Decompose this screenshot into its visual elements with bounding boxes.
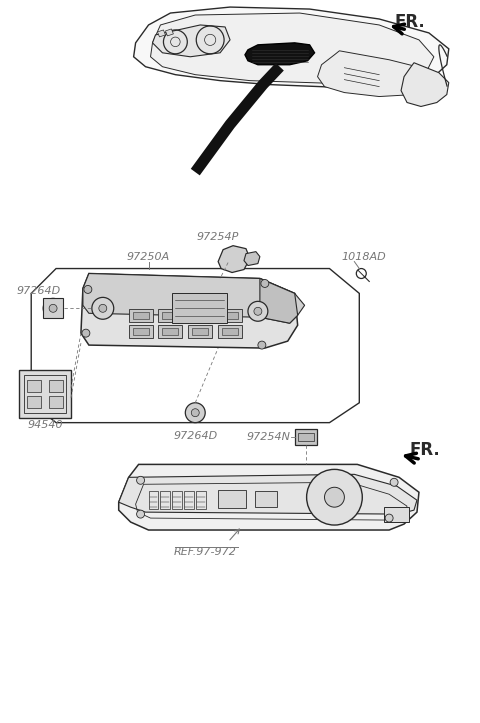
Bar <box>24 375 66 413</box>
Polygon shape <box>318 51 444 97</box>
Circle shape <box>92 297 114 320</box>
Circle shape <box>390 479 398 487</box>
Polygon shape <box>401 63 449 106</box>
Bar <box>27 380 41 392</box>
Polygon shape <box>81 273 298 348</box>
Bar <box>298 432 313 440</box>
Text: FR.: FR. <box>394 13 425 31</box>
Polygon shape <box>83 273 305 323</box>
Circle shape <box>385 514 393 522</box>
Bar <box>218 309 242 322</box>
Bar <box>162 312 179 320</box>
Bar <box>27 395 41 408</box>
Text: 97250A: 97250A <box>127 252 170 262</box>
Polygon shape <box>245 43 314 65</box>
Bar <box>162 328 179 335</box>
Bar <box>192 328 208 335</box>
Polygon shape <box>151 13 434 85</box>
Polygon shape <box>153 25 230 57</box>
Polygon shape <box>260 278 298 323</box>
Polygon shape <box>166 29 173 36</box>
Bar <box>222 312 238 320</box>
Bar <box>49 380 63 392</box>
Polygon shape <box>157 30 166 37</box>
Bar <box>192 312 208 320</box>
Bar <box>184 491 194 509</box>
Text: 97264D: 97264D <box>173 431 217 440</box>
Polygon shape <box>244 252 260 265</box>
Bar <box>158 325 182 338</box>
Polygon shape <box>133 7 449 89</box>
Circle shape <box>137 510 144 518</box>
Text: REF.97-972: REF.97-972 <box>174 547 237 557</box>
Bar <box>172 294 227 323</box>
Bar <box>295 429 316 445</box>
Bar <box>129 309 153 322</box>
Bar <box>218 490 246 508</box>
Bar <box>196 491 206 509</box>
Circle shape <box>324 487 344 507</box>
Bar <box>49 395 63 408</box>
Circle shape <box>99 304 107 312</box>
Circle shape <box>49 304 57 312</box>
Circle shape <box>258 341 266 349</box>
Bar <box>188 309 212 322</box>
Bar <box>188 325 212 338</box>
Bar <box>132 312 148 320</box>
Bar <box>222 328 238 335</box>
Circle shape <box>185 403 205 423</box>
Bar <box>172 491 182 509</box>
Circle shape <box>261 280 269 288</box>
Circle shape <box>248 301 268 321</box>
Circle shape <box>137 476 144 484</box>
Polygon shape <box>218 246 250 273</box>
Bar <box>158 309 182 322</box>
Bar <box>255 491 277 507</box>
Text: 1018AD: 1018AD <box>341 252 386 262</box>
Bar <box>218 325 242 338</box>
Bar <box>132 328 148 335</box>
Bar <box>19 370 71 418</box>
Bar <box>148 491 158 509</box>
Circle shape <box>82 329 90 337</box>
Bar <box>384 507 409 522</box>
Bar <box>160 491 170 509</box>
Polygon shape <box>43 299 63 318</box>
Text: 97264D: 97264D <box>16 286 60 296</box>
Circle shape <box>43 299 63 318</box>
Circle shape <box>307 469 362 525</box>
Text: 97254N: 97254N <box>247 432 291 442</box>
Circle shape <box>254 307 262 315</box>
Circle shape <box>84 286 92 294</box>
Text: 94540: 94540 <box>27 419 63 429</box>
Bar <box>129 325 153 338</box>
Polygon shape <box>119 474 417 514</box>
Text: FR.: FR. <box>409 442 440 460</box>
Text: 97254P: 97254P <box>197 231 240 241</box>
Circle shape <box>192 408 199 416</box>
Polygon shape <box>119 464 419 530</box>
